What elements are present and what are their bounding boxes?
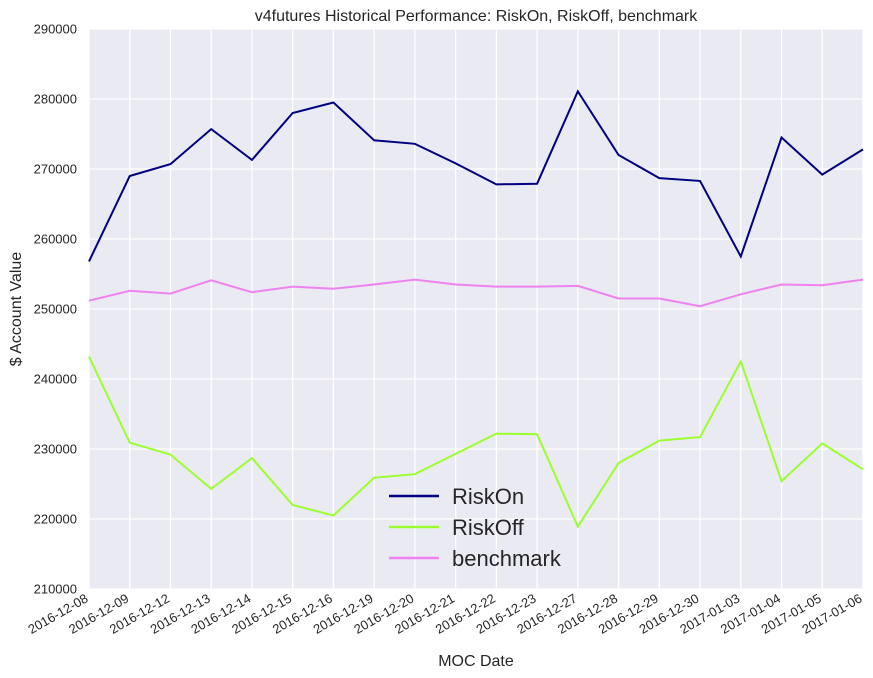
y-tick-label: 270000 xyxy=(34,162,77,177)
y-tick-label: 230000 xyxy=(34,442,77,457)
y-tick-label: 280000 xyxy=(34,92,77,107)
grid-lines xyxy=(88,28,864,590)
y-tick-label: 210000 xyxy=(34,582,77,597)
series-line-benchmark xyxy=(88,278,864,308)
series-line-riskon xyxy=(88,89,864,262)
y-tick-label: 290000 xyxy=(34,22,77,37)
y-tick-label: 260000 xyxy=(34,232,77,247)
series-lines xyxy=(88,89,864,529)
x-axis-ticks: 2016-12-082016-12-092016-12-122016-12-13… xyxy=(25,591,864,637)
y-tick-label: 250000 xyxy=(34,302,77,317)
legend-label-benchmark: benchmark xyxy=(452,546,562,571)
legend: RiskOn RiskOff benchmark xyxy=(389,484,562,571)
series-line-riskoff xyxy=(88,356,864,529)
chart-title: v4futures Historical Performance: RiskOn… xyxy=(255,8,699,25)
y-tick-label: 220000 xyxy=(34,512,77,527)
y-axis-title: $ Account Value xyxy=(8,252,25,367)
legend-label-riskoff: RiskOff xyxy=(452,515,525,540)
y-tick-label: 240000 xyxy=(34,372,77,387)
legend-label-riskon: RiskOn xyxy=(452,484,524,509)
x-axis-title: MOC Date xyxy=(438,653,514,670)
y-axis-ticks: 210000 220000 230000 240000 250000 260000 2700… xyxy=(34,22,77,597)
